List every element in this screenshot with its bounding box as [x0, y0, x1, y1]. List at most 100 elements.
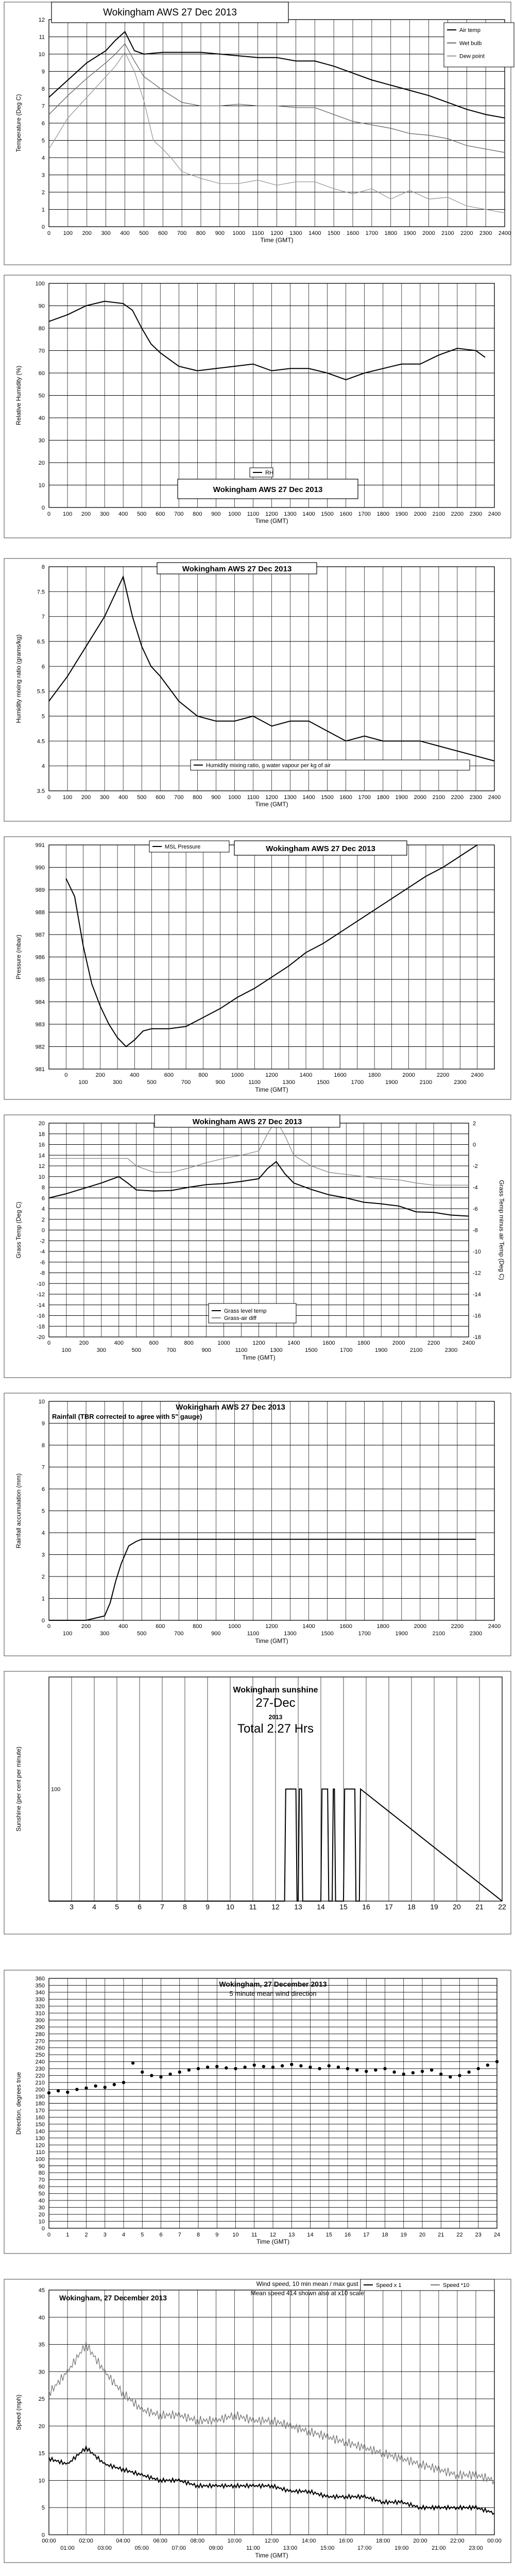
x-tick-label: 04:00 [116, 2538, 130, 2544]
y-right-tick-label: 0 [473, 1142, 476, 1148]
x-tick-label: 07:00 [172, 2545, 186, 2551]
x-tick-label: 5 [141, 2232, 144, 2238]
x-tick-label: 700 [174, 1631, 183, 1637]
chart-title: Wokingham AWS 27 Dec 2013 [193, 1117, 302, 1126]
x-tick-label: 2400 [471, 1072, 483, 1078]
chart-title: Wokingham, 27 December 2013 [219, 1980, 327, 1988]
series-line [48, 43, 505, 153]
y-tick-label: 70 [39, 348, 45, 354]
data-point [84, 2086, 88, 2090]
x-tick-label: 17 [385, 1903, 393, 1911]
y-axis-label: Pressure (mbar) [15, 935, 22, 979]
x-tick-label: 1700 [351, 1079, 364, 1086]
y-tick-label: 45 [39, 2287, 45, 2294]
y-axis-label: Relative Humidity (%) [15, 366, 22, 425]
x-tick-label: 800 [193, 1623, 202, 1630]
x-tick-label: 10:00 [228, 2538, 242, 2544]
legend-label: Wet bulb [459, 40, 482, 46]
x-tick-label: 1600 [334, 1072, 346, 1078]
data-point [383, 2066, 387, 2071]
x-tick-label: 1400 [308, 230, 321, 236]
series-line [48, 300, 486, 381]
x-tick-label: 600 [156, 511, 165, 517]
y-tick-label: -10 [37, 1281, 45, 1287]
x-tick-label: 2400 [488, 511, 501, 517]
series-line [48, 52, 505, 213]
x-tick-label: 1800 [368, 1072, 381, 1078]
x-tick-label: 4 [92, 1903, 96, 1911]
data-point [187, 2068, 191, 2072]
x-tick-label: 16:00 [339, 2538, 353, 2544]
data-point [66, 2090, 70, 2094]
x-tick-label: 15 [326, 2232, 332, 2238]
x-tick-label: 7 [178, 2232, 181, 2238]
x-axis-label: Time (GMT) [255, 517, 288, 524]
x-tick-label: 1700 [366, 230, 378, 236]
x-tick-label: 1000 [233, 230, 245, 236]
x-tick-label: 1300 [284, 794, 296, 801]
chart-frame [4, 275, 511, 538]
x-tick-label: 1300 [289, 230, 302, 236]
data-point [112, 2082, 116, 2087]
chart-svg: 100 3 4 5 6 7 8 9 10 11 12 13 14 15 16 17 18 19 20 21 22 Suns… [4, 1671, 511, 1935]
y-tick-label: 7 [42, 1465, 45, 1471]
chart-title: Wokingham AWS 27 Dec 2013 [213, 485, 323, 494]
x-tick-label: 2300 [470, 794, 482, 801]
title-box [157, 562, 317, 574]
y-tick-label: 350 [36, 1982, 45, 1989]
x-axis-label: Time (GMT) [255, 1086, 288, 1093]
data-point [56, 2089, 60, 2093]
x-tick-label: 19 [430, 1903, 438, 1911]
y-tick-label: 110 [36, 2149, 45, 2156]
x-tick-label: 1900 [403, 230, 416, 236]
data-point [94, 2084, 97, 2088]
x-tick-label: 16 [345, 2232, 351, 2238]
series-line [49, 1788, 503, 1902]
x-tick-label: 2300 [445, 1347, 457, 1353]
y-tick-label: 200 [36, 2087, 45, 2093]
x-tick-label: 20 [419, 2232, 425, 2238]
x-tick-label: 200 [82, 230, 92, 236]
chart-pressure: 981 982 983 984 985 986 987 988 989 990 991 0 200 400… [0, 835, 515, 1103]
x-tick-label: 1800 [377, 794, 389, 801]
chart-total: Total 2.27 Hrs [237, 1722, 314, 1736]
y-tick-label: 60 [39, 370, 45, 377]
x-tick-label: 2000 [414, 511, 426, 517]
chart-title: Wokingham sunshine [233, 1686, 318, 1694]
y-axis-label: Humidity mixing ratio (grams/kg) [15, 634, 22, 723]
x-tick-label: 2400 [488, 1623, 501, 1630]
y-tick-label: 8 [42, 564, 45, 570]
y-tick-label: 984 [36, 999, 45, 1006]
x-tick-label: 900 [201, 1347, 211, 1353]
y-right-tick-label: -4 [473, 1185, 478, 1191]
x-tick-label: 4 [122, 2232, 125, 2238]
x-axis-label: Time (GMT) [255, 801, 288, 808]
data-point [486, 2063, 490, 2067]
series-line [48, 2342, 495, 2485]
x-tick-label: 1 [66, 2232, 69, 2238]
x-tick-label: 1800 [377, 1623, 389, 1630]
y-tick-label: 0 [42, 2532, 45, 2538]
x-tick-label: 400 [120, 230, 129, 236]
x-tick-label: 1000 [228, 794, 241, 801]
x-tick-label: 2000 [414, 1623, 426, 1630]
x-tick-label: 13:00 [283, 2545, 298, 2551]
y-tick-label: 10 [39, 2219, 45, 2225]
x-tick-label: 900 [215, 230, 225, 236]
y-tick-label: 130 [36, 2136, 45, 2142]
chart-title: Wokingham AWS 27 Dec 2013 [266, 844, 375, 853]
x-tick-label: 800 [196, 230, 205, 236]
x-tick-label: 200 [81, 511, 91, 517]
x-tick-label: 1500 [317, 1079, 329, 1086]
series-line [48, 2445, 495, 2515]
y-tick-label: 989 [36, 887, 45, 893]
y-tick-label: 80 [39, 326, 45, 332]
x-tick-label: 2200 [460, 230, 473, 236]
data-point [103, 2086, 107, 2089]
legend-box [360, 2279, 495, 2291]
y-tick-label: 0 [42, 1228, 45, 1234]
title-box [154, 1114, 340, 1128]
x-tick-label: 100 [63, 511, 72, 517]
